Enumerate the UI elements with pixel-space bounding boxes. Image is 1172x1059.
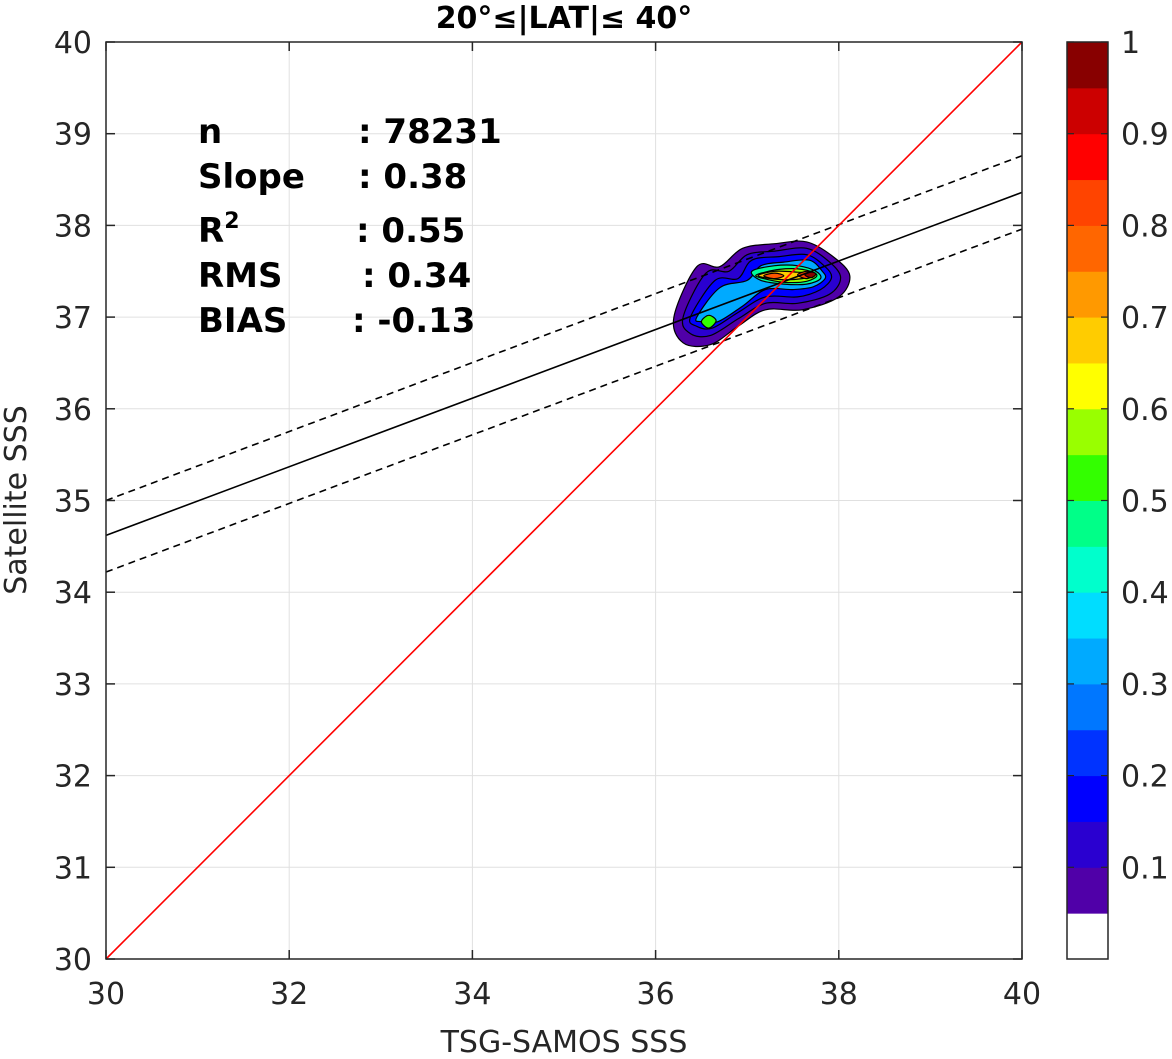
y-tick-label: 32: [54, 760, 92, 795]
fit-line: [105, 191, 1023, 537]
colorbar-segment: [1067, 271, 1108, 318]
colorbar: 0.1 0.2 0.3 0.4 0.5 0.6 0.7 0.8 0.9 1: [1066, 26, 1169, 960]
x-tick-label: 32: [270, 977, 308, 1012]
colorbar-tick-label: 0.9: [1121, 118, 1169, 153]
colorbar-segment: [1067, 592, 1108, 639]
stat-value-r: : 0.55: [356, 211, 465, 251]
y-tick-label: 38: [54, 209, 92, 244]
colorbar-segment: [1067, 638, 1108, 685]
colorbar-segment: [1067, 408, 1108, 456]
stat-value-n: : 78231: [358, 112, 502, 152]
y-tick-label: 31: [54, 851, 92, 886]
colorbar-tick-label: 0.8: [1121, 209, 1169, 244]
stat-label-r: R2: [198, 209, 240, 251]
chart-title: 20°≤|LAT|≤ 40°: [436, 1, 693, 36]
y-axis-label: Satellite SSS: [0, 405, 34, 595]
colorbar-segment: [1067, 913, 1108, 960]
colorbar-segment: [1067, 500, 1108, 547]
axis-ticks: 30 32 34 36 38 40 30 31 32 33 34 35 36 37 38 39 40: [54, 26, 1041, 1012]
colorbar-tick-label: 0.2: [1121, 760, 1169, 795]
stats-box: n : 78231 Slope : 0.38 R2 : 0.55 RMS : 0.34 BIAS…: [198, 112, 502, 341]
x-tick-label: 34: [453, 977, 491, 1012]
contour-level-0-8: [763, 272, 785, 280]
colorbar-tick-label: 0.3: [1121, 668, 1169, 703]
colorbar-segment: [1067, 362, 1108, 410]
y-tick-label: 30: [54, 943, 92, 978]
contour-level-0-55: [700, 314, 717, 329]
x-tick-label: 36: [637, 977, 675, 1012]
y-tick-label: 35: [54, 485, 92, 520]
colorbar-segment: [1067, 546, 1108, 593]
x-tick-label: 38: [820, 977, 858, 1012]
stat-value-bias: : -0.13: [352, 301, 475, 341]
colorbar-segment: [1067, 454, 1108, 501]
x-tick-label: 40: [1003, 977, 1041, 1012]
y-tick-label: 34: [54, 576, 92, 611]
grid: [106, 42, 1022, 959]
regression-lines: [105, 41, 1023, 960]
colorbar-tick-label: 0.6: [1121, 393, 1169, 428]
y-tick-label: 39: [54, 118, 92, 153]
colorbar-tick-label: 1: [1121, 26, 1140, 61]
colorbar-segment: [1067, 867, 1108, 914]
y-tick-label: 33: [54, 668, 92, 703]
colorbar-segment: [1067, 42, 1108, 89]
density-contours: [672, 240, 851, 348]
y-tick-label: 36: [54, 393, 92, 428]
identity-line: [105, 41, 1023, 960]
colorbar-tick-label: 0.1: [1121, 851, 1169, 886]
colorbar-segment: [1067, 775, 1108, 822]
stat-value-slope: : 0.38: [358, 157, 467, 197]
colorbar-tick-label: 0.7: [1121, 301, 1169, 336]
colorbar-segment: [1067, 729, 1108, 777]
colorbar-segment: [1067, 683, 1108, 731]
y-tick-label: 37: [54, 301, 92, 336]
colorbar-tick-label: 0.4: [1121, 576, 1169, 611]
x-axis-label: TSG-SAMOS SSS: [440, 1025, 688, 1055]
colorbar-segment: [1067, 225, 1108, 272]
colorbar-segment: [1067, 317, 1108, 364]
stat-label-slope: Slope: [198, 157, 305, 197]
colorbar-segment: [1067, 821, 1108, 868]
stat-label-rms: RMS: [198, 256, 283, 296]
colorbar-tick-label: 0.5: [1121, 485, 1169, 520]
colorbar-segment: [1067, 133, 1108, 181]
y-tick-label: 40: [54, 26, 92, 61]
stat-value-rms: : 0.34: [362, 256, 471, 296]
stat-label-n: n: [198, 112, 222, 152]
x-tick-label: 30: [87, 977, 125, 1012]
colorbar-segment: [1067, 179, 1108, 226]
stat-label-bias: BIAS: [198, 301, 287, 341]
colorbar-segment: [1067, 87, 1108, 135]
